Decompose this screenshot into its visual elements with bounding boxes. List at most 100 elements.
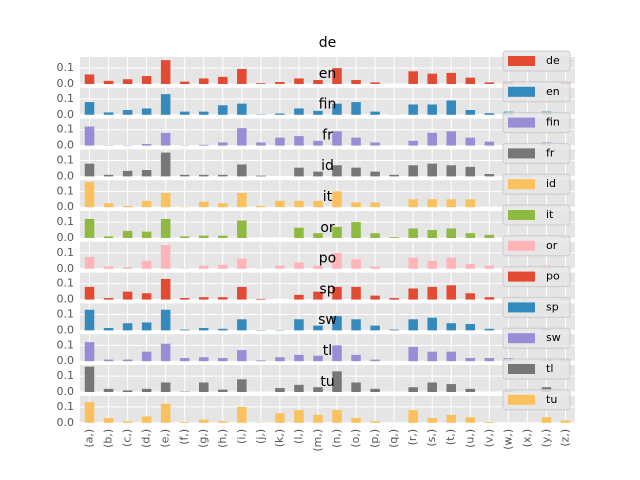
legend-label: tl: [546, 362, 553, 375]
subplot-title: sp: [319, 281, 335, 297]
bar: [465, 358, 476, 362]
bar: [160, 343, 171, 362]
bar: [294, 200, 304, 208]
bar: [179, 236, 190, 238]
bar: [408, 257, 418, 269]
bar: [198, 419, 209, 423]
bar: [351, 259, 361, 269]
bar: [103, 418, 114, 423]
bar: [294, 262, 304, 269]
x-tick-label: (b,): [102, 429, 115, 448]
bar: [218, 235, 228, 238]
bar: [294, 227, 304, 238]
bar: [313, 110, 323, 115]
subplot-title: en: [319, 66, 337, 82]
bar: [179, 298, 190, 300]
bar: [141, 76, 152, 84]
bar: [84, 218, 95, 238]
x-tick-label: (y,): [539, 429, 552, 448]
legend-swatch: [508, 271, 535, 282]
bar: [427, 163, 437, 177]
bar: [141, 144, 152, 146]
bar: [408, 199, 418, 208]
bar: [370, 359, 380, 362]
bar: [465, 199, 476, 208]
bar: [560, 420, 571, 423]
legend-swatch: [508, 333, 535, 344]
bar: [351, 80, 361, 84]
bar: [313, 387, 323, 392]
x-tick-label: (g,): [197, 429, 210, 448]
bar: [198, 265, 209, 269]
bar: [351, 202, 361, 208]
bar: [465, 388, 476, 392]
bar: [160, 218, 171, 238]
bar: [351, 319, 361, 331]
bar: [427, 351, 437, 362]
bar: [218, 203, 228, 208]
bar: [218, 174, 228, 177]
bar: [313, 355, 323, 362]
x-tick-label: (x,): [520, 429, 533, 448]
bar: [198, 382, 209, 392]
bar: [332, 252, 342, 269]
bar: [256, 360, 266, 362]
bar: [332, 316, 342, 331]
bar: [465, 264, 476, 269]
plot-area: [80, 395, 575, 423]
x-tick-label: (r,): [406, 429, 419, 446]
bar: [427, 317, 437, 331]
bar: [465, 77, 476, 84]
subplot-title: tu: [320, 374, 334, 390]
bar: [408, 104, 418, 115]
bar: [237, 319, 247, 331]
bar: [370, 266, 380, 269]
bar: [179, 329, 190, 331]
bar: [427, 132, 437, 146]
bar: [313, 140, 323, 146]
x-tick-label: (k,): [273, 429, 286, 447]
bar: [218, 142, 228, 146]
bar: [446, 285, 457, 300]
bar: [141, 200, 152, 208]
bar: [160, 278, 171, 300]
bar: [122, 421, 133, 423]
bar: [103, 298, 114, 300]
legend-label: or: [546, 239, 558, 252]
bar: [218, 421, 228, 423]
bar: [198, 328, 209, 331]
bar: [465, 233, 476, 238]
y-tick-label: 0.1: [57, 400, 75, 413]
bar: [484, 234, 495, 238]
bar: [160, 192, 171, 208]
bar: [370, 202, 380, 208]
bar: [179, 81, 190, 84]
bar: [218, 264, 228, 269]
bar: [465, 166, 476, 177]
bar: [408, 140, 418, 146]
subplot-title: sw: [318, 312, 337, 328]
x-tick-label: (l,): [292, 429, 305, 444]
bar: [122, 205, 133, 208]
bar: [84, 256, 95, 269]
bar: [351, 167, 361, 177]
bar: [427, 199, 437, 208]
bar: [294, 319, 304, 331]
bar: [160, 152, 171, 177]
bar: [332, 68, 342, 84]
bar: [408, 346, 418, 362]
bar: [370, 111, 380, 115]
bar: [141, 231, 152, 238]
legend-swatch: [508, 302, 535, 313]
legend-swatch: [508, 240, 535, 251]
bar: [103, 359, 114, 362]
subplot-title: fr: [322, 127, 333, 143]
bar: [484, 358, 495, 362]
bar: [198, 201, 209, 208]
bar: [84, 181, 95, 208]
bar: [484, 297, 495, 300]
x-tick-label: (t,): [444, 429, 457, 445]
bar: [84, 163, 95, 177]
bar: [103, 203, 114, 208]
bar: [313, 265, 323, 269]
